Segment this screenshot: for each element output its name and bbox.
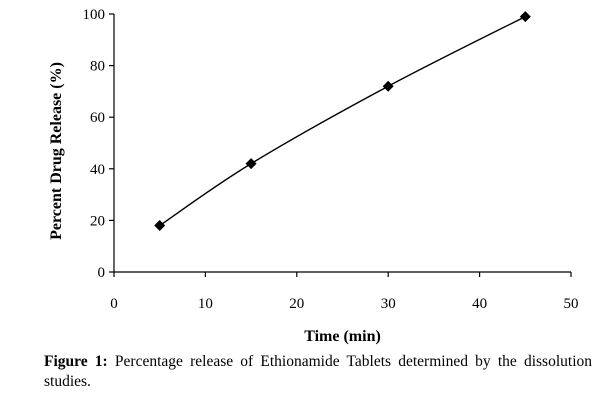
chart-ticks: 0 20 40 60 80 100 0 10 20 30 40 50 — [83, 7, 579, 312]
y-tick-label: 60 — [90, 110, 105, 126]
y-tick-label: 40 — [90, 162, 105, 178]
data-point-marker — [245, 158, 257, 170]
x-tick-label: 40 — [472, 296, 487, 312]
chart: 0 20 40 60 80 100 0 10 20 30 40 50 Time (min) Perce… — [48, 7, 579, 345]
x-axis-title: Time (min) — [304, 328, 381, 345]
x-tick-label: 30 — [381, 296, 396, 312]
data-point-marker — [154, 220, 166, 232]
series-line — [159, 15, 526, 227]
chart-series — [154, 11, 531, 232]
y-tick-label: 20 — [90, 213, 105, 229]
figure-caption-text: Percentage release of Ethionamide Tablet… — [44, 353, 592, 390]
figure-caption-label: Figure 1: — [44, 353, 108, 370]
x-tick-label: 10 — [198, 296, 213, 312]
y-tick-label: 100 — [83, 7, 106, 23]
data-point-marker — [519, 11, 531, 23]
y-axis-title: Percent Drug Release (%) — [48, 62, 65, 240]
x-tick-label: 0 — [110, 296, 118, 312]
figure-caption: Figure 1: Percentage release of Ethionam… — [44, 352, 592, 392]
x-tick-label: 20 — [289, 296, 304, 312]
y-tick-label: 0 — [98, 265, 106, 281]
y-tick-label: 80 — [90, 59, 105, 75]
chart-axes — [113, 14, 571, 273]
data-point-marker — [382, 80, 394, 92]
x-tick-label: 50 — [564, 296, 579, 312]
